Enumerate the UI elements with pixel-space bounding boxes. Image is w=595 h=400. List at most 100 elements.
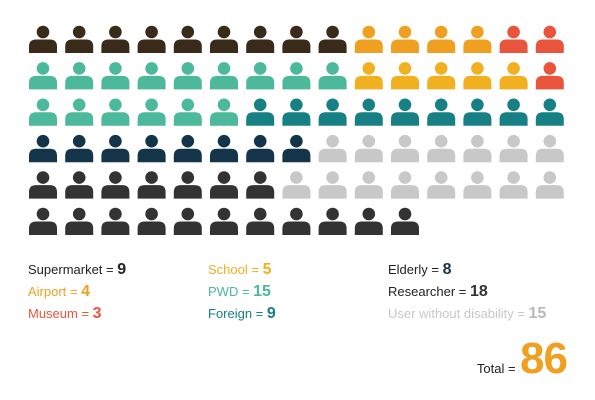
legend-label: Supermarket = <box>28 262 118 277</box>
person-icon-researcher <box>246 207 275 235</box>
person-icon-museum <box>499 25 528 53</box>
person-icon-user-without-disability <box>535 134 564 163</box>
person-icon-foreign <box>282 98 311 126</box>
person-icon-researcher <box>391 207 419 235</box>
legend-item-museum: Museum = 3 <box>28 305 102 323</box>
person-icon-elderly <box>282 134 311 163</box>
person-icon-user-without-disability <box>427 171 456 199</box>
person-icon-pwd <box>173 98 202 126</box>
person-icon-supermarket <box>318 25 347 53</box>
person-icon-pwd <box>65 98 94 126</box>
legend-label: School = <box>208 262 263 277</box>
person-icon-researcher <box>354 207 383 235</box>
person-icon-foreign <box>535 98 564 126</box>
person-icon-pwd <box>173 62 202 90</box>
person-icon-pwd <box>318 62 347 90</box>
person-icon-pwd <box>29 98 57 126</box>
person-icon-foreign <box>318 98 347 126</box>
person-icon-elderly <box>246 134 275 163</box>
person-icon-pwd <box>210 62 238 90</box>
person-icon-researcher <box>318 207 347 235</box>
person-icon-user-without-disability <box>499 171 528 199</box>
legend-item-school: School = 5 <box>208 261 271 279</box>
people-icon-grid <box>29 25 564 235</box>
legend-value: 15 <box>528 305 547 322</box>
person-icon-airport <box>354 25 383 53</box>
person-icon-supermarket <box>210 25 238 53</box>
person-icon-pwd <box>65 62 94 90</box>
person-icon-researcher <box>101 207 130 235</box>
person-icon-foreign <box>463 98 492 126</box>
person-icon-researcher <box>101 171 130 199</box>
person-icon-supermarket <box>137 25 166 53</box>
person-icon-school <box>463 62 492 90</box>
person-icon-pwd <box>101 98 130 126</box>
legend-label: Researcher = <box>388 284 471 299</box>
total: Total = 86 <box>476 334 568 384</box>
legend-value: 15 <box>253 283 271 300</box>
legend-value: 9 <box>117 261 127 278</box>
legend-item-researcher: Researcher = 18 <box>388 283 488 301</box>
person-icon-elderly <box>29 134 57 163</box>
person-icon-user-without-disability <box>318 134 347 163</box>
legend-item-user-without-disability: User without disability = 15 <box>388 305 546 323</box>
person-icon-user-without-disability <box>499 134 528 163</box>
person-icon-researcher <box>137 207 166 235</box>
person-icon-researcher <box>65 207 94 235</box>
person-icon-pwd <box>137 62 166 90</box>
person-icon-supermarket <box>65 25 94 53</box>
person-icon-researcher <box>282 207 311 235</box>
person-icon-school <box>354 62 383 90</box>
person-icon-researcher <box>29 207 57 235</box>
legend-value: 5 <box>262 261 272 278</box>
person-icon-user-without-disability <box>427 134 456 163</box>
person-icon-researcher <box>137 171 166 199</box>
legend-item-pwd: PWD = 15 <box>208 283 271 301</box>
legend-value: 4 <box>81 283 91 300</box>
person-icon-researcher <box>65 171 94 199</box>
person-icon-school <box>427 62 456 90</box>
person-icon-researcher <box>246 171 275 199</box>
person-icon-user-without-disability <box>463 134 492 163</box>
person-icon-airport <box>463 25 492 53</box>
person-icon-supermarket <box>101 25 130 53</box>
legend-item-supermarket: Supermarket = 9 <box>28 261 126 279</box>
person-icon-pwd <box>137 98 166 126</box>
person-icon-foreign <box>354 98 383 126</box>
legend-item-foreign: Foreign = 9 <box>208 305 276 323</box>
person-icon-researcher <box>210 171 238 199</box>
person-icon-pwd <box>210 98 238 126</box>
person-icon-school <box>391 62 419 90</box>
person-icon-supermarket <box>282 25 311 53</box>
legend-value: 8 <box>442 261 452 278</box>
legend-value: 3 <box>92 305 102 322</box>
person-icon-foreign <box>499 98 528 126</box>
person-icon-researcher <box>173 171 202 199</box>
person-icon-supermarket <box>246 25 275 53</box>
person-icon-user-without-disability <box>318 171 347 199</box>
person-icon-pwd <box>282 62 311 90</box>
person-icon-pwd <box>246 62 275 90</box>
person-icon-elderly <box>173 134 202 163</box>
legend-label: User without disability = <box>388 306 529 321</box>
person-icon-researcher <box>210 207 238 235</box>
person-icon-elderly <box>137 134 166 163</box>
person-icon-user-without-disability <box>282 171 311 199</box>
person-icon-researcher <box>29 171 57 199</box>
person-icon-supermarket <box>29 25 57 53</box>
legend-label: Museum = <box>28 306 93 321</box>
legend-value: 9 <box>266 305 276 322</box>
person-icon-user-without-disability <box>391 134 419 163</box>
person-icon-museum <box>535 25 564 53</box>
person-icon-school <box>499 62 528 90</box>
person-icon-elderly <box>101 134 130 163</box>
person-icon-elderly <box>210 134 238 163</box>
person-icon-elderly <box>65 134 94 163</box>
person-icon-researcher <box>173 207 202 235</box>
legend-value: 18 <box>470 283 488 300</box>
person-icon-user-without-disability <box>354 134 383 163</box>
total-label: Total = <box>476 361 516 376</box>
person-icon-foreign <box>427 98 456 126</box>
legend-label: Foreign = <box>208 306 267 321</box>
